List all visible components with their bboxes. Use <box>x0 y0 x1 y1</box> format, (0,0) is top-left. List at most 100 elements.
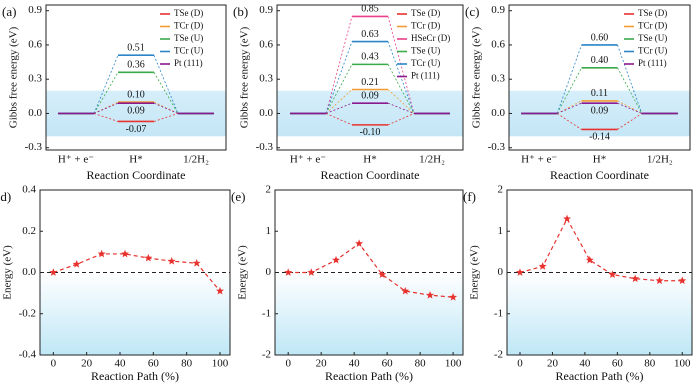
y-tick-label: 0.2 <box>22 225 36 237</box>
x-axis-title: Reaction Path (%) <box>556 369 644 383</box>
x-tick-label: 1/2H₂ <box>647 154 673 166</box>
y-tick-label: 0.3 <box>259 73 273 85</box>
value-label: -0.14 <box>589 132 610 143</box>
y-tick-label: 0.6 <box>259 38 273 50</box>
y-tick-label: -0.3 <box>25 141 43 153</box>
connector <box>93 55 119 114</box>
connector <box>153 102 179 114</box>
legend-label: TCr (D) <box>638 21 667 31</box>
x-tick-label: 40 <box>349 358 361 370</box>
y-tick-label: 0.3 <box>491 73 505 85</box>
legend-label: TCr (U) <box>174 46 203 56</box>
data-marker <box>585 255 594 264</box>
x-tick-label: 100 <box>212 358 229 370</box>
x-tick-label: H* <box>593 154 606 166</box>
x-tick-label: 0 <box>285 358 291 370</box>
legend-label: TCr (D) <box>411 21 440 31</box>
value-label: 0.63 <box>361 29 379 40</box>
x-tick-label: 80 <box>644 358 656 370</box>
connector <box>617 100 643 114</box>
x-tick-label: 100 <box>445 358 462 370</box>
data-marker <box>655 276 664 285</box>
data-marker <box>144 253 153 262</box>
connector <box>325 16 353 114</box>
panel-label: (b) <box>233 4 248 19</box>
plot-frame <box>508 4 691 151</box>
y-tick-label: 2 <box>498 184 504 196</box>
legend-label: TSe (D) <box>411 8 440 18</box>
x-tick-label: 60 <box>382 358 394 370</box>
x-tick-label: H⁺ + e⁻ <box>521 154 557 166</box>
x-axis-title: Reaction Coordinate <box>321 168 420 182</box>
legend-label: TSe (U) <box>411 46 440 56</box>
x-tick-label: 20 <box>316 358 328 370</box>
value-label: 0.09 <box>591 105 609 116</box>
y-tick-label: 0.4 <box>22 184 36 196</box>
y-tick-label: -2 <box>494 349 503 361</box>
connector <box>325 102 353 114</box>
y-tick-label: 0.0 <box>491 107 505 119</box>
x-tick-label: 20 <box>81 358 93 370</box>
y-axis-title: Energy (eV) <box>469 245 481 300</box>
data-marker <box>332 255 341 264</box>
x-axis-title: Reaction Path (%) <box>325 369 413 383</box>
x-tick-label: 0 <box>51 358 57 370</box>
connector <box>93 113 119 122</box>
data-marker <box>538 262 547 270</box>
data-marker <box>284 268 293 276</box>
data-marker <box>216 286 224 295</box>
y-tick-label: 0 <box>498 266 504 278</box>
connector <box>153 113 179 122</box>
data-marker <box>449 293 458 301</box>
data-marker <box>72 260 81 268</box>
data-marker <box>515 268 524 276</box>
connector <box>387 64 415 114</box>
data-marker <box>167 256 176 265</box>
connector <box>325 64 353 114</box>
value-label: 0.09 <box>127 105 145 116</box>
x-tick-label: H* <box>129 154 142 166</box>
value-label: 0.09 <box>361 90 379 101</box>
shaded-region <box>40 272 230 355</box>
data-marker <box>49 268 58 276</box>
x-tick-label: 80 <box>415 358 427 370</box>
connector <box>557 102 582 114</box>
legend-label: TSe (U) <box>174 33 203 43</box>
value-label: 0.43 <box>361 52 379 63</box>
connector <box>387 16 415 114</box>
x-tick-label: H⁺ + e⁻ <box>290 154 326 166</box>
connector <box>387 41 415 114</box>
legend-label: TCr (U) <box>411 58 440 68</box>
panel-label: (f) <box>463 189 476 204</box>
legend-label: Pt (111) <box>174 58 203 68</box>
connector <box>556 67 582 114</box>
plot-frame <box>45 4 227 151</box>
x-tick-label: 80 <box>181 358 193 370</box>
data-line <box>288 242 454 298</box>
value-label: -0.07 <box>126 124 147 135</box>
y-tick-label: 0.9 <box>259 4 273 16</box>
data-marker <box>307 268 316 276</box>
y-axis-title: Gibbs free energy (eV) <box>471 26 483 128</box>
data-marker <box>121 249 129 258</box>
connector <box>617 67 643 114</box>
x-axis-title: Reaction Coordinate <box>550 168 649 182</box>
x-tick-label: 20 <box>547 358 559 370</box>
y-tick-label: 0.0 <box>259 107 273 119</box>
data-marker <box>192 259 201 267</box>
x-axis-title: Reaction Path (%) <box>91 369 179 383</box>
y-axis-title: Gibbs free energy (eV) <box>239 26 251 128</box>
y-axis-title: Energy (eV) <box>237 245 249 300</box>
value-label: 0.36 <box>127 60 145 71</box>
value-label: 0.85 <box>361 4 379 15</box>
y-axis-title: Gibbs free energy (eV) <box>8 26 20 128</box>
value-label: 0.51 <box>127 43 145 54</box>
y-tick-label: -2 <box>262 349 271 361</box>
x-tick-label: H⁺ + e⁻ <box>58 154 94 166</box>
y-tick-label: -1 <box>262 307 271 319</box>
connector <box>93 102 119 114</box>
legend-label: HSeCr (D) <box>411 33 450 43</box>
y-tick-label: 1 <box>266 225 272 237</box>
value-label: 0.60 <box>591 32 609 43</box>
